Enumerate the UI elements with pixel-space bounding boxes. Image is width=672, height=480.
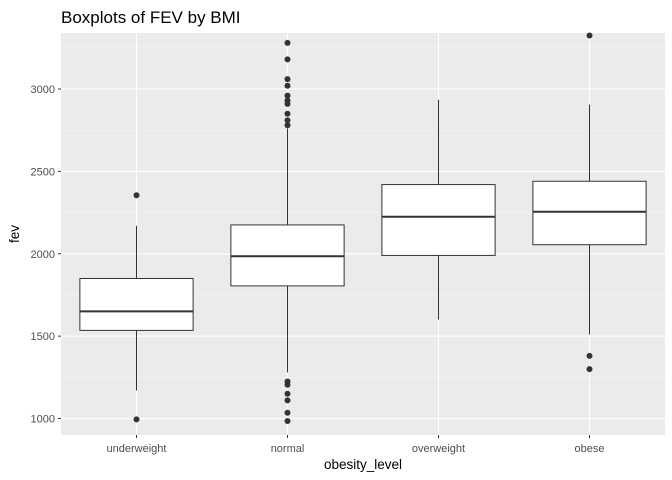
x-axis-title: obesity_level	[324, 457, 402, 472]
outlier-point	[284, 409, 291, 416]
y-tick-label: 2500	[31, 166, 55, 178]
outlier-point	[284, 76, 291, 83]
outlier-point	[284, 82, 291, 89]
outlier-point	[284, 100, 291, 107]
y-axis: 1000 1500 2000 2500 3000	[31, 84, 61, 426]
outlier-point	[586, 352, 593, 359]
boxplot-normal	[230, 39, 345, 424]
y-tick-label: 3000	[31, 84, 55, 96]
boxplot-obese	[532, 32, 647, 373]
outlier-point	[284, 397, 291, 404]
y-axis-title: fev	[7, 225, 22, 243]
outlier-point	[284, 39, 291, 46]
outlier-point	[284, 110, 291, 117]
outlier-point	[586, 366, 593, 373]
boxplot-underweight	[79, 192, 194, 423]
outlier-point	[133, 416, 140, 423]
y-tick-label: 2000	[31, 249, 55, 261]
y-tick-label: 1000	[31, 414, 55, 426]
outlier-point	[284, 117, 291, 124]
outlier-point	[284, 390, 291, 397]
x-tick-label: obese	[575, 443, 605, 455]
outlier-point	[284, 417, 291, 424]
iqr-box	[79, 277, 194, 331]
outlier-point	[284, 92, 291, 99]
outlier-point	[586, 32, 593, 39]
x-tick-label: overweight	[412, 443, 465, 455]
x-tick-label: normal	[271, 443, 305, 455]
boxplots	[79, 32, 647, 424]
outlier-point	[284, 381, 291, 388]
boxplot-overweight	[381, 99, 496, 320]
plot-title: Boxplots of FEV by BMI	[61, 8, 241, 27]
outlier-point	[133, 192, 140, 199]
iqr-box	[532, 180, 647, 246]
x-axis: underweight normal overweight obese	[107, 435, 605, 455]
outlier-point	[284, 122, 291, 129]
outlier-point	[284, 56, 291, 63]
iqr-box	[381, 184, 496, 256]
y-tick-label: 1500	[31, 331, 55, 343]
x-tick-label: underweight	[107, 443, 167, 455]
